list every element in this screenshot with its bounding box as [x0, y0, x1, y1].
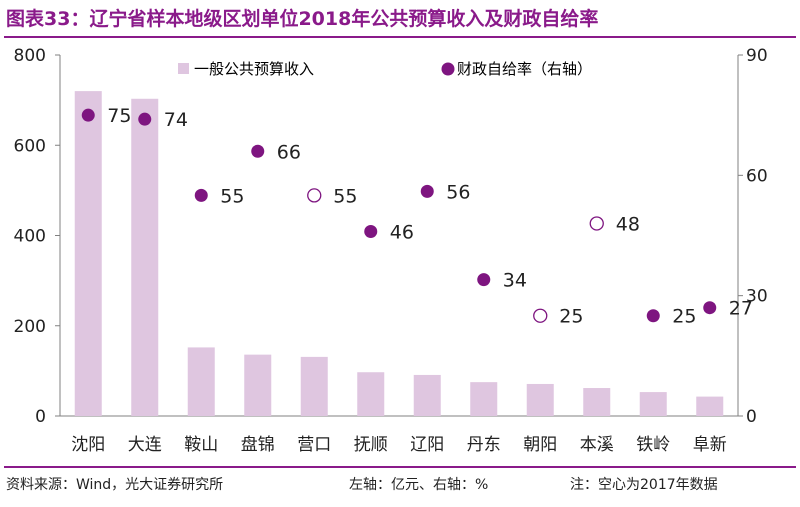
hollow-dot — [307, 188, 322, 203]
category-label: 营口 — [297, 435, 331, 455]
dot-value-label: 34 — [503, 270, 527, 292]
dot-series — [81, 108, 717, 323]
dot-labels: 75 74 55 66 55 46 56 34 25 48 25 27 — [107, 105, 753, 328]
dot — [194, 188, 208, 202]
bar — [131, 98, 159, 417]
category-label: 盘锦 — [241, 435, 275, 455]
bar — [639, 392, 667, 416]
dot-value-label: 48 — [616, 213, 640, 235]
axis-units-note: 左轴：亿元、右轴：% — [349, 477, 489, 493]
category-label: 大连 — [128, 435, 162, 455]
category-label: 朝阳 — [523, 435, 557, 455]
dot-value-label: 25 — [559, 306, 583, 328]
left-tick-label: 400 — [14, 227, 46, 247]
dot — [477, 273, 491, 287]
left-tick-label: 0 — [35, 407, 46, 427]
bar — [696, 396, 724, 416]
left-tick-label: 800 — [14, 46, 46, 66]
hollow-dot — [589, 216, 604, 231]
dot-value-label: 46 — [390, 221, 414, 243]
hollow-marker-note: 注：空心为2017年数据 — [570, 477, 718, 493]
category-labels: 沈阳 大连 鞍山 盘锦 营口 抚顺 辽阳 丹东 朝阳 本溪 铁岭 阜新 — [71, 435, 727, 455]
title-rule — [4, 36, 796, 38]
dot-value-label: 66 — [277, 141, 301, 163]
legend-bar-label: 一般公共预算收入 — [194, 60, 314, 78]
bar — [300, 356, 328, 416]
dot-value-label: 55 — [220, 185, 244, 207]
dot — [251, 144, 265, 158]
category-label: 抚顺 — [354, 435, 388, 455]
dot — [646, 309, 660, 323]
dot-value-label: 25 — [672, 306, 696, 328]
category-label: 丹东 — [467, 435, 501, 455]
legend: 一般公共预算收入 财政自给率（右轴） — [178, 60, 592, 78]
bar — [470, 382, 498, 416]
hollow-dot — [533, 308, 548, 323]
category-label: 鞍山 — [184, 435, 218, 455]
bar — [526, 383, 554, 416]
dot-value-label: 74 — [164, 109, 188, 131]
dot-value-label: 56 — [446, 181, 470, 203]
figure-title: 图表33：辽宁省样本地级区划单位2018年公共预算收入及财政自给率 — [6, 8, 599, 30]
legend-dot-label: 财政自给率（右轴） — [457, 60, 592, 78]
left-tick-label: 200 — [14, 317, 46, 337]
category-label: 铁岭 — [636, 435, 670, 455]
bar — [413, 374, 441, 416]
right-axis-ticks: 0 30 60 90 — [738, 46, 768, 427]
bar — [244, 354, 272, 416]
bar — [357, 372, 385, 416]
bar — [74, 91, 102, 416]
category-label: 本溪 — [580, 435, 614, 455]
dot-value-label: 75 — [107, 105, 131, 127]
right-tick-label: 30 — [746, 287, 768, 307]
category-label: 辽阳 — [410, 435, 444, 455]
source-note: 资料来源：Wind，光大证券研究所 — [6, 477, 224, 493]
right-tick-label: 60 — [746, 166, 768, 186]
left-tick-label: 600 — [14, 136, 46, 156]
category-label: 阜新 — [693, 435, 727, 455]
bar — [187, 347, 215, 416]
bar — [583, 388, 611, 416]
dot — [138, 112, 152, 126]
category-label: 沈阳 — [71, 435, 105, 455]
dot-value-label: 27 — [729, 298, 753, 320]
legend-bar-swatch — [178, 63, 189, 74]
dot — [420, 184, 434, 198]
right-tick-label: 90 — [746, 46, 768, 66]
right-tick-label: 0 — [746, 407, 757, 427]
dot — [703, 301, 717, 315]
dot — [81, 108, 95, 122]
left-axis-ticks: 0 200 400 600 800 — [14, 46, 60, 427]
footer-rule — [4, 466, 796, 468]
dot — [364, 224, 378, 238]
bar-series — [74, 91, 724, 417]
dot-value-label: 55 — [333, 185, 357, 207]
legend-dot-swatch — [441, 62, 455, 76]
